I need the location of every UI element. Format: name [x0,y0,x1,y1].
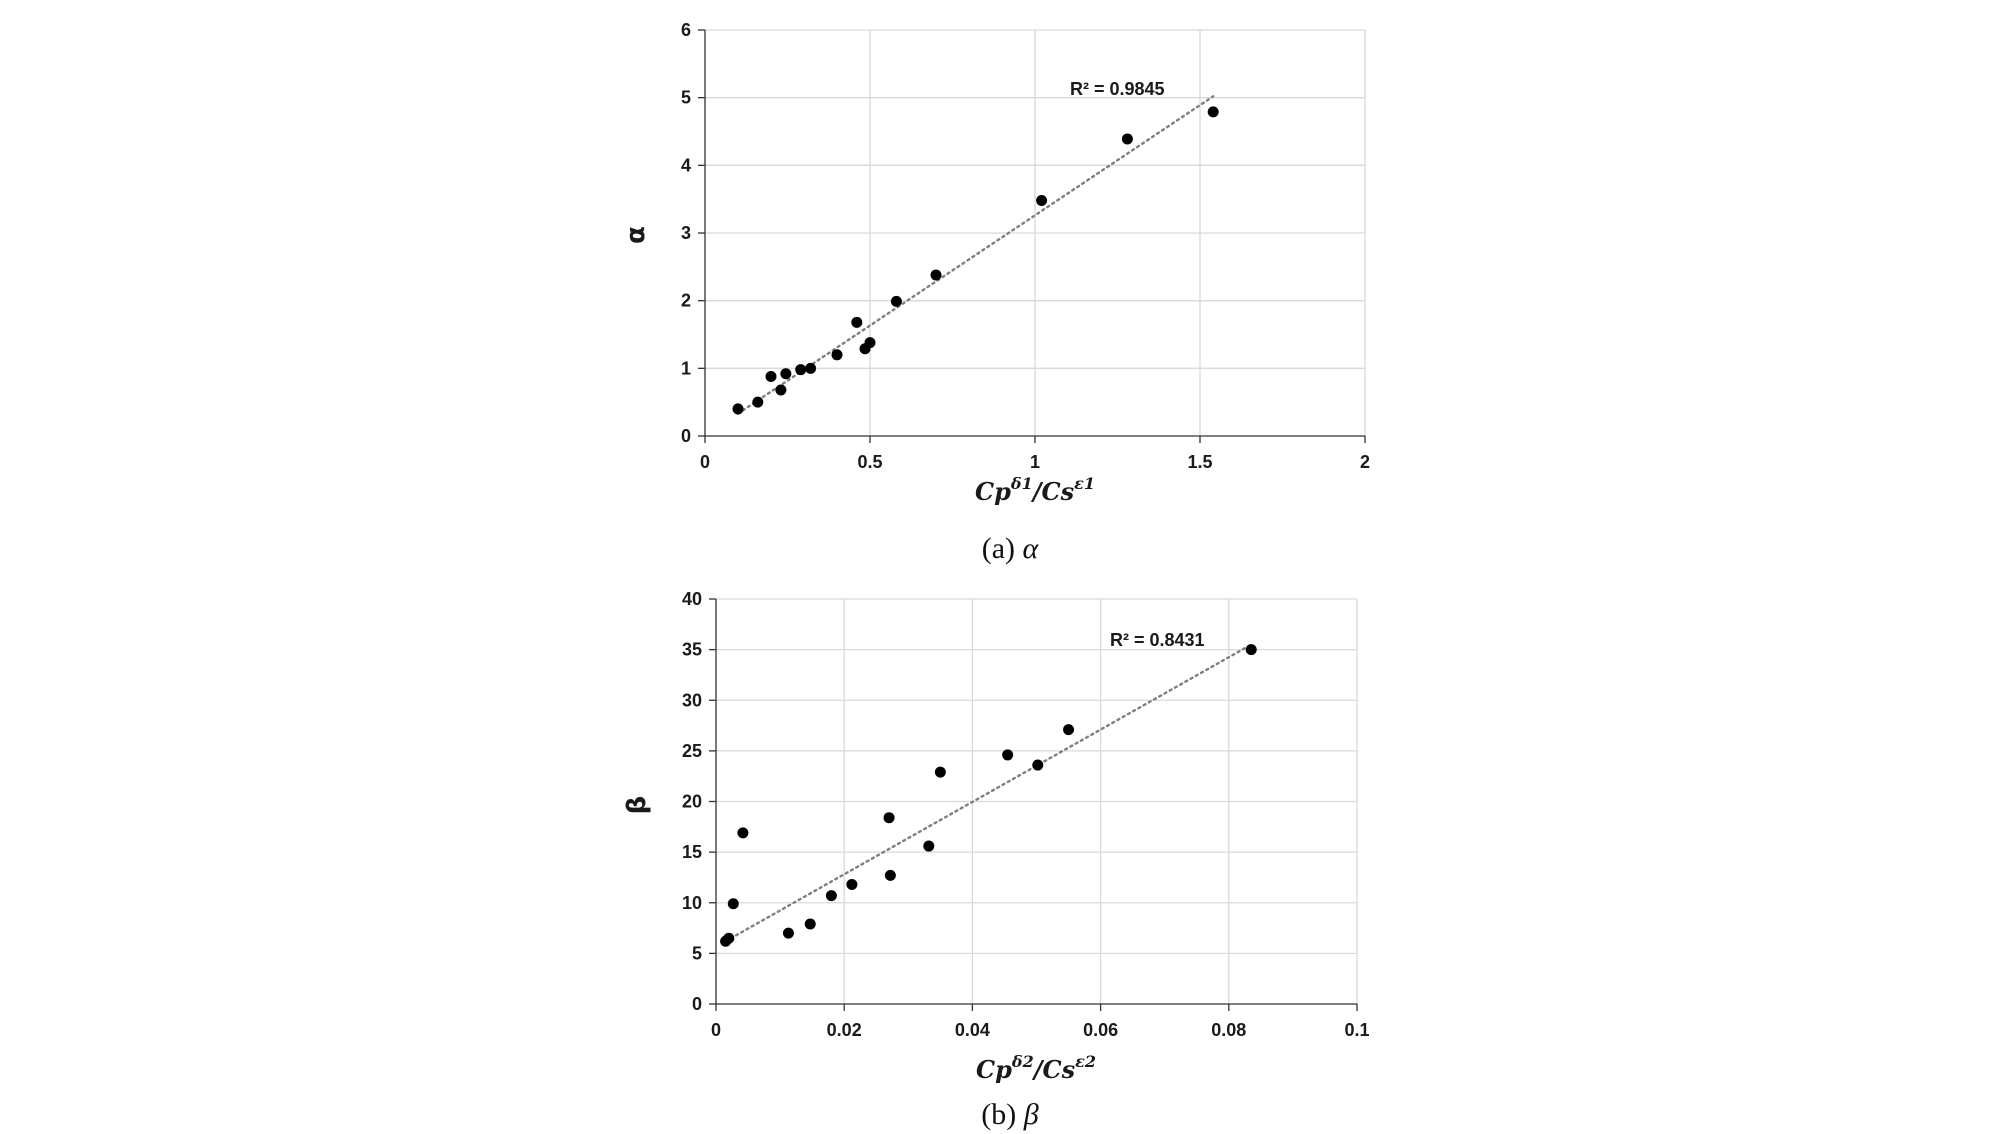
y-axis-label: α [621,226,651,244]
y-tick-label: 10 [682,893,702,913]
x-tick-label: 1.5 [1187,452,1212,472]
chart-alpha: 0 1 2 3 4 5 6 0 0.5 1 1.5 2 R² = 0.9845 α Cpδ1/Csε1 (a)… [621,20,1370,565]
chart-caption: (b) β [981,1098,1038,1131]
y-tick-label: 5 [692,943,702,963]
data-point [1245,644,1257,656]
data-point [930,269,942,281]
data-point [737,827,749,839]
y-axis-label: β [622,796,652,815]
trendline [724,643,1253,943]
data-point [775,384,787,396]
chart-caption: (a) α [982,532,1040,565]
data-point [795,364,807,376]
r-squared-label: R² = 0.8431 [1110,630,1205,650]
y-tick-label: 40 [682,589,702,609]
data-point [727,898,739,910]
data-point [752,396,764,408]
x-tick-label: 0.08 [1211,1020,1246,1040]
y-tick-label: 1 [681,358,691,378]
y-tick-label: 2 [681,291,691,311]
data-point [831,349,843,361]
data-point [1002,749,1014,761]
data-point [851,316,863,328]
data-point [883,812,895,824]
x-tick-label: 0.02 [827,1020,862,1040]
x-tick-label: 0.06 [1083,1020,1118,1040]
x-tick-label: 0 [711,1020,721,1040]
data-point [864,337,876,349]
chart-beta: 0 5 10 15 20 25 30 35 40 0 0.02 0.04 0.06 0.08 0.1 R² =… [622,589,1370,1131]
x-axis-label: Cpδ2/Csε2 [976,1052,1096,1084]
y-tick-label: 0 [692,994,702,1014]
x-tick-label: 0.04 [955,1020,990,1040]
data-point [934,766,946,778]
x-axis-label: Cpδ1/Csε1 [975,474,1095,506]
x-tick-label: 0 [700,452,710,472]
y-tick-label: 0 [681,426,691,446]
data-point [723,932,735,944]
y-tick-label: 5 [681,88,691,108]
data-point [890,295,902,307]
data-point [804,918,816,930]
data-point [825,890,837,902]
data-point [1063,724,1075,736]
data-point [1032,759,1044,771]
y-tick-label: 3 [681,223,691,243]
x-tick-label: 1 [1030,452,1040,472]
y-tick-label: 30 [682,690,702,710]
data-point [923,840,935,852]
y-tick-label: 20 [682,792,702,812]
data-point [884,869,896,881]
y-tick-label: 6 [681,20,691,40]
data-point [846,879,858,891]
y-tick-label: 25 [682,741,702,761]
x-tick-label: 0.5 [857,452,882,472]
y-tick-label: 35 [682,640,702,660]
data-point [780,368,792,380]
trendline [736,95,1215,415]
data-point [782,927,794,939]
data-point [1207,106,1219,118]
y-tick-label: 4 [681,155,691,175]
data-point [805,362,817,374]
r-squared-label: R² = 0.9845 [1070,79,1165,99]
y-tick-label: 15 [682,842,702,862]
data-point [1121,133,1133,145]
data-point [1036,195,1048,207]
data-point [732,403,744,415]
data-point [765,370,777,382]
x-tick-label: 2 [1360,452,1370,472]
x-tick-label: 0.1 [1344,1020,1369,1040]
